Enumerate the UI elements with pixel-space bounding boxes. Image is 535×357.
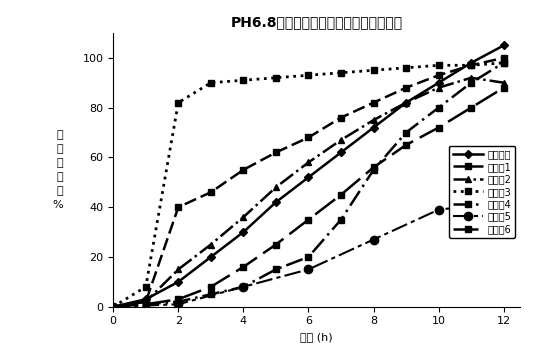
对照例3 — [435, 63, 442, 67]
对照例6 — [435, 125, 442, 130]
对照例4 — [501, 61, 507, 65]
对照例4 — [240, 285, 247, 289]
对照例5 — [501, 200, 507, 204]
对照例5 — [370, 237, 377, 242]
对照例4 — [338, 217, 344, 222]
对照例4 — [370, 168, 377, 172]
对照例2 — [338, 138, 344, 142]
对照例2 — [435, 86, 442, 90]
对照例6 — [110, 305, 117, 309]
Y-axis label: 累
积
溶
出
度
%: 累 积 溶 出 度 % — [52, 130, 63, 210]
对照例1 — [208, 190, 214, 194]
对照例3 — [501, 61, 507, 65]
对照例4 — [142, 302, 149, 306]
对照例3 — [338, 71, 344, 75]
X-axis label: 时间 (h): 时间 (h) — [300, 332, 333, 342]
对照例3 — [403, 66, 409, 70]
对照例6 — [468, 105, 475, 110]
对照例2 — [142, 300, 149, 304]
对照例1 — [468, 63, 475, 67]
参比制剂 — [501, 43, 507, 47]
对照例2 — [501, 81, 507, 85]
参比制剂 — [435, 81, 442, 85]
参比制剂 — [468, 61, 475, 65]
Line: 参比制剂: 参比制剂 — [110, 42, 507, 310]
对照例6 — [142, 302, 149, 306]
对照例1 — [110, 305, 117, 309]
对照例1 — [175, 205, 181, 209]
对照例4 — [468, 81, 475, 85]
对照例2 — [273, 185, 279, 190]
对照例2 — [175, 267, 181, 272]
对照例6 — [175, 297, 181, 301]
对照例5 — [240, 285, 247, 289]
对照例3 — [208, 81, 214, 85]
对照例1 — [273, 150, 279, 155]
对照例6 — [338, 192, 344, 197]
对照例6 — [240, 265, 247, 269]
对照例2 — [403, 100, 409, 105]
对照例1 — [142, 300, 149, 304]
对照例4 — [175, 300, 181, 304]
对照例1 — [403, 86, 409, 90]
对照例6 — [273, 242, 279, 247]
对照例6 — [501, 86, 507, 90]
对照例3 — [110, 305, 117, 309]
参比制剂 — [305, 175, 312, 180]
对照例1 — [501, 56, 507, 60]
参比制剂 — [240, 230, 247, 234]
对照例4 — [273, 267, 279, 272]
对照例5 — [305, 267, 312, 272]
参比制剂 — [273, 200, 279, 204]
对照例1 — [435, 73, 442, 77]
参比制剂 — [175, 280, 181, 284]
对照例5 — [110, 305, 117, 309]
对照例1 — [370, 100, 377, 105]
对照例2 — [468, 76, 475, 80]
对照例1 — [338, 115, 344, 120]
参比制剂 — [338, 150, 344, 155]
对照例6 — [370, 165, 377, 170]
参比制剂 — [142, 297, 149, 301]
对照例4 — [110, 305, 117, 309]
对照例5 — [175, 302, 181, 306]
Line: 对照例1: 对照例1 — [110, 54, 507, 310]
对照例2 — [110, 305, 117, 309]
对照例2 — [208, 242, 214, 247]
Line: 对照例6: 对照例6 — [110, 84, 507, 310]
参比制剂 — [110, 305, 117, 309]
对照例4 — [305, 255, 312, 259]
对照例3 — [370, 68, 377, 72]
对照例3 — [305, 73, 312, 77]
对照例4 — [403, 130, 409, 135]
Title: PH6.8介质盐酸二甲双胍缓释片溶出曲线: PH6.8介质盐酸二甲双胍缓释片溶出曲线 — [231, 15, 403, 29]
Line: 对照例3: 对照例3 — [110, 59, 507, 310]
对照例1 — [240, 168, 247, 172]
Line: 对照例4: 对照例4 — [110, 59, 507, 310]
对照例3 — [142, 285, 149, 289]
对照例3 — [468, 63, 475, 67]
对照例3 — [240, 78, 247, 82]
Line: 对照例5: 对照例5 — [109, 198, 508, 311]
对照例2 — [370, 118, 377, 122]
对照例2 — [305, 160, 312, 165]
对照例2 — [240, 215, 247, 219]
Legend: 参比制剂, 对照例1, 对照例2, 对照例3, 对照例4, 对照例5, 对照例6: 参比制剂, 对照例1, 对照例2, 对照例3, 对照例4, 对照例5, 对照例6 — [449, 146, 515, 238]
对照例3 — [175, 100, 181, 105]
参比制剂 — [208, 255, 214, 259]
对照例3 — [273, 76, 279, 80]
对照例5 — [435, 207, 442, 212]
参比制剂 — [370, 125, 377, 130]
对照例6 — [403, 143, 409, 147]
参比制剂 — [403, 100, 409, 105]
对照例6 — [208, 285, 214, 289]
对照例1 — [305, 135, 312, 140]
对照例4 — [208, 292, 214, 296]
对照例6 — [305, 217, 312, 222]
Line: 对照例2: 对照例2 — [110, 74, 507, 310]
对照例4 — [435, 105, 442, 110]
